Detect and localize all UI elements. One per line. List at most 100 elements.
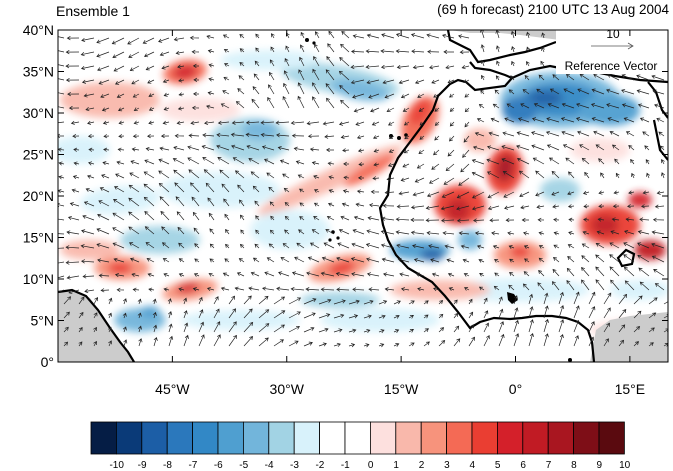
wind-vector bbox=[566, 280, 575, 291]
island-azores-2 bbox=[312, 41, 316, 45]
wind-vector bbox=[495, 45, 500, 53]
wind-vector bbox=[366, 79, 380, 85]
wind-vector bbox=[243, 295, 252, 305]
wind-vector bbox=[471, 171, 485, 179]
wind-vector bbox=[553, 217, 560, 222]
wind-vector bbox=[168, 335, 174, 347]
wind-vector bbox=[313, 202, 320, 207]
wind-vector bbox=[516, 144, 530, 151]
wind-vector bbox=[66, 35, 80, 41]
wind-vector bbox=[468, 324, 474, 333]
wind-vector bbox=[404, 135, 410, 140]
wind-vector bbox=[282, 95, 290, 109]
wind-vector bbox=[494, 259, 500, 263]
wind-vector bbox=[255, 33, 260, 39]
wind-vector bbox=[337, 242, 350, 249]
wind-vector bbox=[445, 163, 455, 172]
wind-vector bbox=[87, 120, 95, 125]
wind-vector bbox=[456, 218, 470, 223]
wind-vector bbox=[357, 175, 365, 181]
wind-vector bbox=[595, 266, 605, 277]
wind-vector bbox=[318, 342, 327, 347]
wind-vector bbox=[279, 159, 290, 165]
wind-vector bbox=[372, 135, 380, 140]
wind-vector bbox=[648, 312, 657, 319]
anomaly-patch bbox=[176, 282, 200, 294]
wind-vector bbox=[93, 297, 99, 305]
wind-vector bbox=[299, 216, 305, 221]
wind-vector bbox=[298, 69, 305, 81]
wind-vector bbox=[69, 202, 80, 207]
wind-vector bbox=[369, 203, 380, 208]
wind-vector bbox=[243, 321, 254, 333]
wind-vector bbox=[483, 297, 488, 305]
wind-vector bbox=[581, 243, 590, 249]
lon-tick-label: 15°W bbox=[384, 381, 419, 397]
wind-vector bbox=[73, 161, 80, 166]
wind-vector bbox=[338, 70, 350, 81]
colorbar-swatch bbox=[446, 421, 473, 455]
anomaly-patch bbox=[628, 192, 652, 208]
wind-vector bbox=[492, 103, 500, 109]
wind-vector bbox=[82, 214, 95, 221]
wind-vector bbox=[426, 191, 440, 198]
wind-vector bbox=[276, 286, 290, 291]
wind-vector bbox=[444, 244, 455, 249]
wind-vector bbox=[528, 293, 534, 305]
wind-vector bbox=[173, 146, 185, 151]
wind-vector bbox=[129, 172, 140, 179]
island-sao-tome bbox=[568, 358, 572, 362]
wind-vector bbox=[581, 157, 590, 165]
wind-vector bbox=[191, 196, 200, 207]
wind-vector bbox=[463, 287, 470, 291]
wind-vector bbox=[524, 74, 530, 81]
wind-vector bbox=[189, 35, 200, 40]
wind-vector bbox=[326, 147, 335, 153]
wind-vector bbox=[100, 288, 110, 293]
wind-vector bbox=[633, 326, 641, 333]
wind-vector bbox=[350, 257, 365, 263]
lon-tick-label: 0° bbox=[509, 381, 522, 397]
wind-vector bbox=[78, 326, 83, 333]
wind-vector bbox=[222, 272, 230, 277]
wind-vector bbox=[458, 34, 470, 39]
wind-vector bbox=[417, 287, 425, 292]
wind-vector bbox=[637, 230, 650, 235]
wind-vector bbox=[67, 215, 80, 221]
wind-vector bbox=[473, 218, 485, 223]
wind-vector bbox=[533, 103, 545, 109]
wind-vector bbox=[460, 163, 470, 173]
wind-vector bbox=[298, 229, 305, 235]
wind-vector bbox=[252, 257, 260, 263]
wind-vector bbox=[565, 73, 575, 81]
wind-vector bbox=[327, 43, 335, 53]
wind-vector bbox=[85, 107, 95, 112]
wind-vector bbox=[306, 121, 320, 126]
wind-vector bbox=[58, 121, 65, 125]
wind-vector bbox=[549, 88, 560, 95]
lon-tick-label: 45°W bbox=[155, 381, 190, 397]
wind-vector bbox=[177, 226, 185, 235]
wind-vector bbox=[651, 230, 665, 235]
wind-vector bbox=[416, 163, 425, 169]
wind-vector bbox=[567, 191, 575, 196]
wind-vector bbox=[516, 157, 530, 165]
wind-vector bbox=[238, 199, 245, 207]
wind-vector bbox=[65, 245, 80, 250]
wind-vector bbox=[325, 83, 335, 95]
colorbar-label: 9 bbox=[597, 460, 603, 471]
wind-vector bbox=[313, 216, 320, 221]
wind-vector bbox=[269, 229, 275, 235]
wind-vector bbox=[613, 190, 620, 195]
wind-vector bbox=[78, 296, 85, 305]
wind-vector bbox=[543, 318, 549, 333]
wind-vector bbox=[528, 306, 534, 319]
wind-vector bbox=[103, 147, 110, 152]
wind-vector bbox=[520, 205, 530, 210]
wind-vector bbox=[228, 295, 235, 305]
wind-vector bbox=[192, 211, 200, 221]
wind-vector bbox=[579, 73, 590, 81]
wind-vector bbox=[654, 103, 665, 109]
wind-vector bbox=[411, 49, 425, 54]
wind-vector bbox=[393, 343, 400, 347]
